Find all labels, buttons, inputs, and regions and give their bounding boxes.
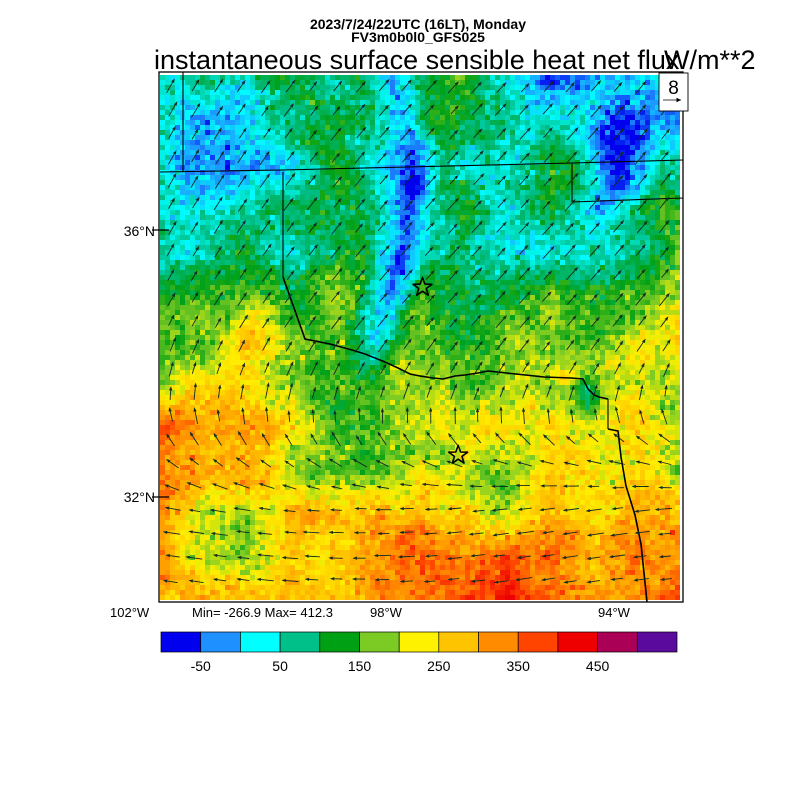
- svg-text:8: 8: [668, 78, 679, 99]
- svg-text:-50: -50: [191, 658, 211, 674]
- svg-text:50: 50: [272, 658, 288, 674]
- svg-text:250: 250: [427, 658, 451, 674]
- svg-text:350: 350: [507, 658, 531, 674]
- svg-text:450: 450: [586, 658, 610, 674]
- svg-text:150: 150: [348, 658, 372, 674]
